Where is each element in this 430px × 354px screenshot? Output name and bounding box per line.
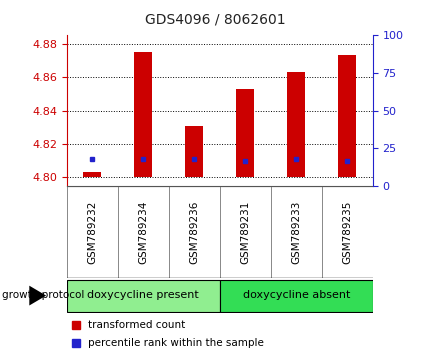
Text: GDS4096 / 8062601: GDS4096 / 8062601: [145, 12, 285, 27]
Bar: [83, 172, 101, 177]
Bar: [185, 126, 203, 177]
Text: doxycycline present: doxycycline present: [87, 290, 199, 300]
Text: GSM789233: GSM789233: [291, 200, 301, 264]
Text: GSM789232: GSM789232: [87, 200, 97, 264]
Bar: [236, 89, 254, 177]
Text: GSM789231: GSM789231: [240, 200, 250, 264]
Text: doxycycline absent: doxycycline absent: [242, 290, 349, 300]
Text: GSM789235: GSM789235: [341, 200, 351, 264]
Text: percentile rank within the sample: percentile rank within the sample: [88, 338, 264, 348]
Text: growth protocol: growth protocol: [2, 290, 84, 300]
Bar: [134, 52, 152, 177]
Polygon shape: [29, 286, 46, 306]
Text: GSM789236: GSM789236: [189, 200, 199, 264]
Bar: [338, 56, 356, 177]
Text: transformed count: transformed count: [88, 320, 185, 330]
Text: GSM789234: GSM789234: [138, 200, 148, 264]
FancyBboxPatch shape: [219, 280, 372, 312]
FancyBboxPatch shape: [67, 280, 219, 312]
Bar: [287, 72, 304, 177]
